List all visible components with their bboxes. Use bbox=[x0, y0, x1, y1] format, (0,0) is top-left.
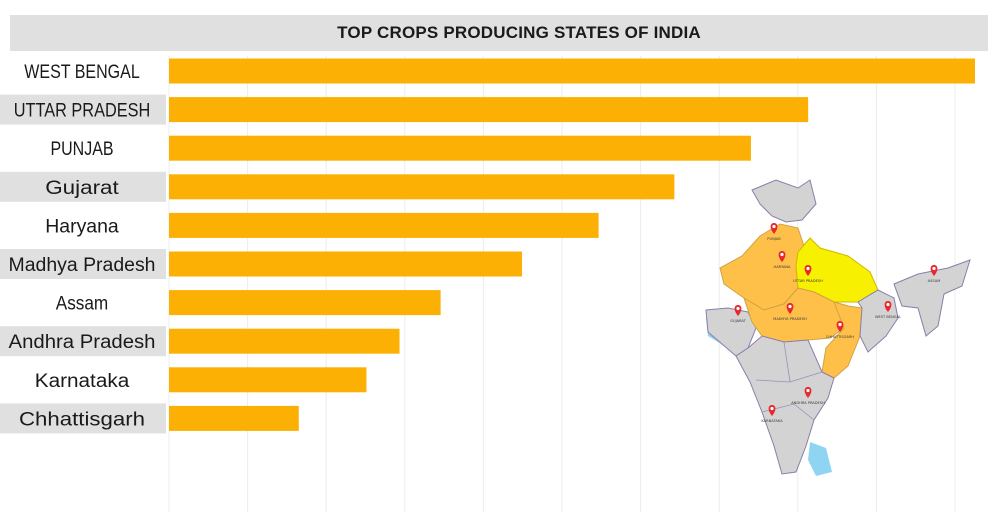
category-labels: WEST BENGAL UTTAR PRADESH PUNJAB Gujarat Har… bbox=[9, 62, 156, 430]
map-pin-icon: GUJARAT bbox=[730, 305, 747, 323]
map-region-south bbox=[735, 335, 835, 475]
map-pin-label: CHHATTISGARH bbox=[826, 335, 855, 339]
category-label: UTTAR PRADESH bbox=[14, 101, 151, 122]
label-bands bbox=[0, 94, 166, 434]
category-label: WEST BENGAL bbox=[24, 62, 140, 83]
label-band bbox=[0, 249, 166, 279]
bar-madhya-pradesh bbox=[169, 251, 523, 277]
bar-gujarat bbox=[169, 174, 675, 200]
map-pin-label: WEST BENGAL bbox=[875, 315, 901, 319]
map-pin-icon: KARNATAKA bbox=[761, 405, 783, 423]
map-pins: PUNJAB HARYANA UTTAR PRADESH ASSAM GUJARAT MA… bbox=[730, 223, 940, 423]
map-pin-label: ANDHRA PRADESH bbox=[791, 401, 825, 405]
bar-andhra-pradesh bbox=[169, 328, 400, 354]
map-region-east bbox=[857, 289, 899, 353]
map-pin-label: UTTAR PRADESH bbox=[793, 279, 823, 283]
category-label: PUNJAB bbox=[51, 139, 114, 160]
map-region-chhattisgarh bbox=[821, 301, 863, 379]
category-label: Assam bbox=[56, 294, 109, 315]
map-pin-icon: UTTAR PRADESH bbox=[793, 265, 823, 283]
map-region-north bbox=[751, 179, 817, 223]
map-pin-icon: ANDHRA PRADESH bbox=[791, 387, 825, 405]
india-map-illustration: PUNJAB HARYANA UTTAR PRADESH ASSAM GUJARAT MA… bbox=[705, 179, 971, 476]
map-water-south bbox=[808, 442, 832, 476]
bar-chhattisgarh bbox=[169, 405, 299, 431]
map-pin-icon: CHHATTISGARH bbox=[826, 321, 855, 339]
map-pin-label: GUJARAT bbox=[730, 319, 746, 323]
chart-title: TOP CROPS PRODUCING STATES OF INDIA bbox=[337, 23, 701, 42]
map-pin-icon: WEST BENGAL bbox=[875, 301, 901, 319]
chart-title-bar: TOP CROPS PRODUCING STATES OF INDIA bbox=[10, 15, 988, 51]
map-pin-label: HARYANA bbox=[774, 265, 791, 269]
bar-uttar-pradesh bbox=[169, 97, 809, 123]
category-label: Gujarat bbox=[45, 178, 119, 199]
map-pin-icon: HARYANA bbox=[774, 251, 791, 269]
map-pin-icon: PUNJAB bbox=[767, 223, 781, 241]
label-band bbox=[0, 326, 166, 357]
category-label: Andhra Pradesh bbox=[9, 332, 156, 353]
label-band bbox=[0, 171, 166, 202]
category-label: Chhattisgarh bbox=[19, 409, 145, 430]
map-region-northeast bbox=[893, 259, 971, 337]
category-label: Karnataka bbox=[35, 371, 130, 392]
map-pin-label: PUNJAB bbox=[767, 237, 781, 241]
label-band bbox=[0, 403, 166, 434]
bar-west-bengal bbox=[169, 58, 975, 84]
map-pin-icon: ASSAM bbox=[928, 265, 941, 283]
category-label: Haryana bbox=[45, 216, 119, 237]
label-band bbox=[0, 94, 166, 125]
bars bbox=[169, 58, 975, 431]
category-label: Madhya Pradesh bbox=[9, 255, 156, 276]
bar-punjab bbox=[169, 135, 751, 161]
map-pin-label: ASSAM bbox=[928, 279, 941, 283]
bar-karnataka bbox=[169, 367, 367, 393]
map-pin-label: MADHYA PRADESH bbox=[773, 317, 807, 321]
bar-haryana bbox=[169, 212, 599, 238]
map-pin-icon: MADHYA PRADESH bbox=[773, 303, 807, 321]
bar-assam bbox=[169, 290, 441, 316]
map-pin-label: KARNATAKA bbox=[761, 419, 783, 423]
